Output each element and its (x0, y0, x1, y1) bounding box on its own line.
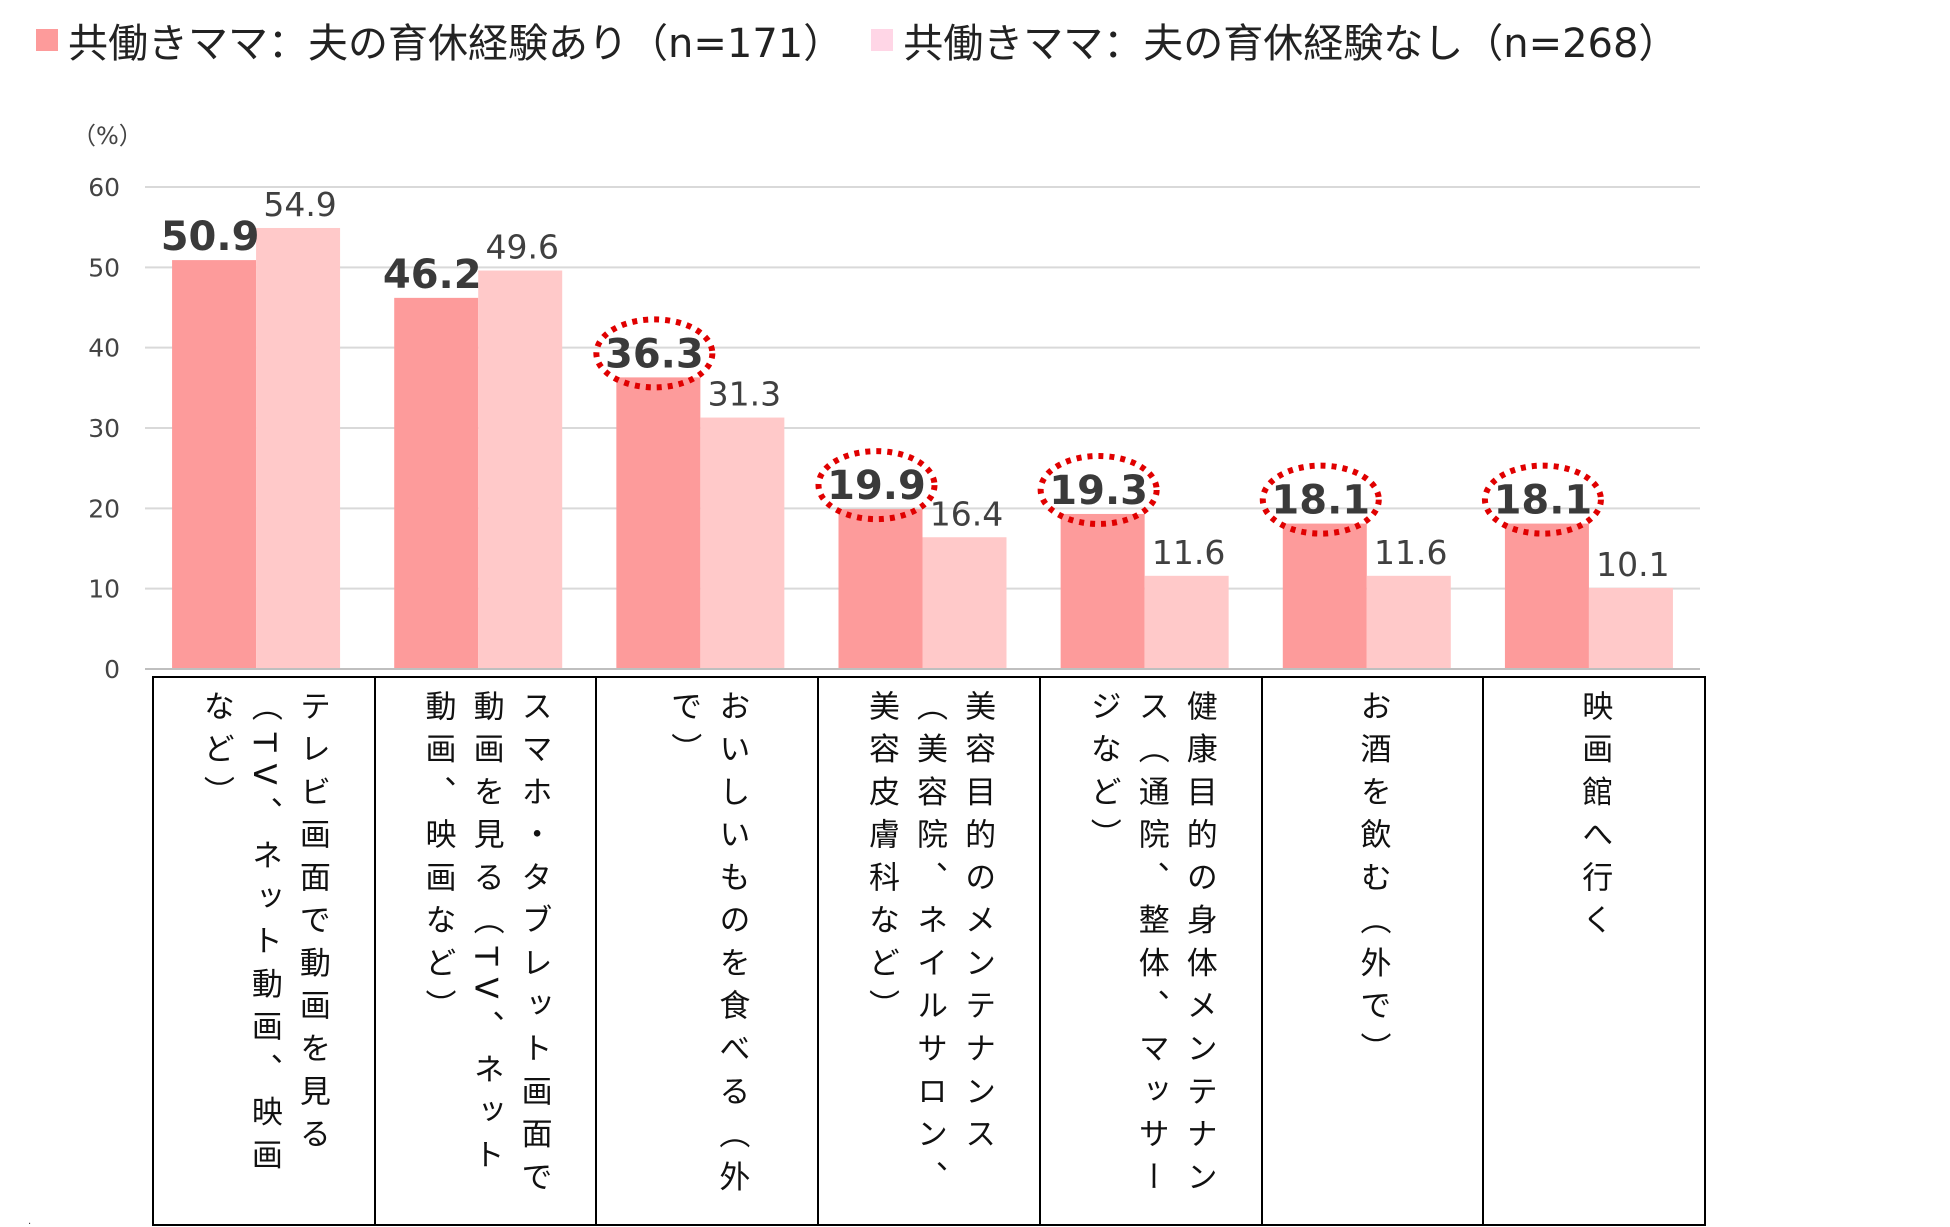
data-label-with-leave: 18.1 (1494, 478, 1593, 524)
data-label-with-leave: 46.2 (383, 252, 482, 298)
y-tick-label: 60 (88, 173, 120, 202)
bar-without-leave (1366, 575, 1451, 669)
y-tick-label: 10 (88, 575, 120, 604)
data-label-without-leave: 49.6 (485, 228, 558, 267)
bar-without-leave (1144, 575, 1229, 669)
highlight-dashed-circle (815, 448, 938, 523)
legend-swatch-without-leave (871, 29, 894, 51)
bar-with-leave (616, 377, 701, 669)
data-label-without-leave: 10.1 (1596, 545, 1669, 584)
bar-without-leave (1588, 587, 1673, 669)
legend-item-with-leave: 共働きママ：夫の育休経験あり（n=171） (36, 11, 843, 69)
data-label-without-leave: 54.9 (263, 185, 336, 224)
bar-with-leave (1504, 523, 1589, 669)
category-cell: おいしいものを食べる（外で） (597, 678, 820, 1224)
bar-with-leave (1060, 513, 1145, 669)
y-tick-label: 30 (88, 414, 120, 443)
data-label-without-leave: 11.6 (1152, 533, 1225, 572)
category-label: 映画館へ行く (1576, 690, 1613, 947)
category-label: お酒を飲む（外で） (1354, 690, 1391, 1076)
bar-without-leave (700, 417, 785, 669)
bar-without-leave (478, 270, 563, 669)
data-label-with-leave: 19.9 (827, 463, 926, 509)
highlight-dashed-circle (1259, 462, 1382, 537)
bar-with-leave (1282, 523, 1367, 669)
category-cell: スマホ・タブレット画面で動画を見る（TV、ネット動画、映画など） (376, 678, 598, 1224)
data-label-without-leave: 11.6 (1374, 533, 1447, 572)
legend-label-without-leave: 共働きママ：夫の育休経験なし（n=268） (903, 21, 1679, 67)
data-label-with-leave: 19.3 (1049, 468, 1148, 514)
y-tick-label: 0 (104, 655, 120, 680)
data-label-with-leave: 36.3 (605, 331, 704, 377)
bar-without-leave (256, 227, 341, 669)
category-label: スマホ・タブレット画面で動画を見る（TV、ネット動画、映画など） (419, 690, 552, 1204)
category-cell: 美容目的のメンテナンス（美容院、ネイルサロン、美容皮膚科など） (819, 678, 1041, 1224)
category-label-table: テレビ画面で動画を見る（TV、ネット動画、映画など） スマホ・タブレット画面で動画… (152, 676, 1706, 1226)
legend: 共働きママ：夫の育休経験あり（n=171） 共働きママ：夫の育休経験なし（n=2… (36, 10, 1706, 70)
data-label-without-leave: 31.3 (708, 375, 781, 414)
highlight-dashed-circle (1481, 462, 1604, 537)
category-cell: お酒を飲む（外で） (1263, 678, 1485, 1224)
stray-mark: . (28, 1216, 32, 1227)
legend-item-without-leave: 共働きママ：夫の育休経験なし（n=268） (871, 11, 1678, 69)
highlight-dashed-circle (593, 316, 716, 391)
category-label: 美容目的のメンテナンス（美容院、ネイルサロン、美容皮膚科など） (862, 690, 996, 1204)
category-label: おいしいものを食べる（外で） (665, 690, 750, 1204)
y-tick-label: 40 (88, 334, 120, 363)
category-label: 健康目的の身体メンテナンス（通院、整体、マッサージなど） (1084, 690, 1217, 1204)
category-cell: 健康目的の身体メンテナンス（通院、整体、マッサージなど） (1041, 678, 1263, 1224)
bar-with-leave (394, 297, 479, 669)
bar-with-leave (172, 260, 257, 669)
y-tick-label: 50 (88, 253, 120, 282)
bar-chart: 0 10 20 30 40 50 60 50.954.9 46.249.6 36.331.3 19.… (88, 173, 1700, 680)
legend-label-with-leave: 共働きママ：夫の育休経験あり（n=171） (68, 21, 844, 67)
legend-swatch-with-leave (36, 29, 58, 51)
y-axis-unit-label: （%） (72, 122, 143, 150)
category-cell: 映画館へ行く (1484, 678, 1704, 1224)
bar-with-leave (838, 509, 923, 669)
data-label-with-leave: 18.1 (1271, 478, 1370, 524)
data-label-without-leave: 16.4 (930, 494, 1003, 533)
data-label-with-leave: 50.9 (161, 214, 260, 260)
bar-without-leave (922, 537, 1007, 669)
highlight-dashed-circle (1037, 452, 1160, 527)
category-cell: テレビ画面で動画を見る（TV、ネット動画、映画など） (154, 678, 376, 1224)
y-tick-label: 20 (88, 494, 120, 523)
category-label: テレビ画面で動画を見る（TV、ネット動画、映画など） (197, 690, 330, 1182)
